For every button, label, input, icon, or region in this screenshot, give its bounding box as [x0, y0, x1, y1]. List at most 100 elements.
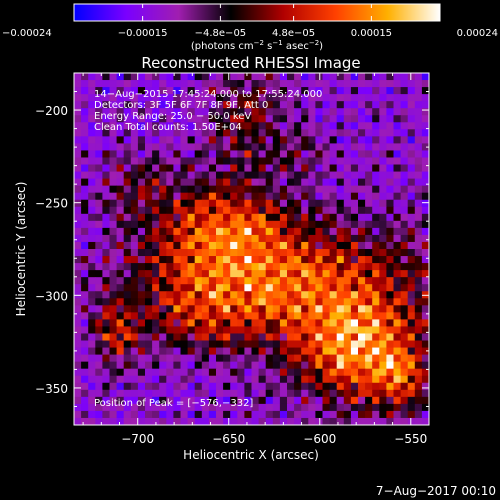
heatmap-cell [152, 87, 160, 95]
heatmap-cell [159, 171, 167, 179]
heatmap-cell [287, 298, 295, 306]
heatmap-cell [123, 389, 132, 398]
heatmap-cell [81, 185, 89, 194]
heatmap-cell [145, 122, 153, 130]
heatmap-cell [88, 305, 96, 313]
heatmap-cell [372, 213, 380, 222]
heatmap-cell [251, 354, 259, 363]
heatmap-cell [173, 291, 181, 299]
heatmap-cell [272, 213, 281, 222]
heatmap-cell [393, 256, 401, 264]
heatmap-cell [166, 115, 174, 123]
heatmap-cell [194, 340, 203, 348]
heatmap-cell [251, 249, 259, 257]
heatmap-cell [137, 136, 146, 144]
heatmap-cell [322, 122, 330, 130]
heatmap-cell [123, 164, 132, 172]
heatmap-cell [230, 403, 238, 412]
heatmap-cell [194, 389, 203, 398]
heatmap-cell [194, 256, 203, 264]
heatmap-cell [287, 143, 295, 151]
heatmap-cell [308, 284, 316, 292]
heatmap-cell [279, 382, 288, 391]
heatmap-cell [308, 319, 316, 327]
colorbar-tick-label: 0.00024 [457, 28, 498, 39]
heatmap-cell [95, 382, 103, 391]
heatmap-cell [88, 199, 96, 208]
heatmap-cell [187, 312, 196, 320]
heatmap-cell [145, 284, 153, 292]
heatmap-cell [95, 403, 103, 412]
heatmap-cell [308, 368, 316, 377]
heatmap-cell [95, 164, 103, 172]
heatmap-cell [180, 375, 188, 384]
heatmap-cell [258, 108, 267, 116]
heatmap-cell [123, 319, 132, 327]
heatmap-cell [265, 291, 274, 299]
heatmap-cell [329, 312, 338, 320]
heatmap-cell [358, 115, 366, 123]
heatmap-cell [279, 136, 288, 144]
heatmap-cell [152, 234, 160, 243]
heatmap-cell [180, 389, 188, 398]
heatmap-cell [216, 199, 224, 208]
heatmap-cell [230, 136, 238, 144]
heatmap-cell [414, 284, 423, 292]
heatmap-cell [166, 396, 174, 405]
heatmap-cell [237, 417, 245, 425]
heatmap-cell [237, 185, 245, 194]
heatmap-cell [251, 199, 259, 208]
heatmap-cell [208, 108, 217, 116]
heatmap-cell [95, 361, 103, 370]
heatmap-cell [145, 382, 153, 391]
heatmap-cell [336, 312, 345, 320]
heatmap-cell [315, 80, 323, 88]
heatmap-cell [315, 305, 323, 313]
heatmap-cell [208, 150, 217, 158]
heatmap-cell [95, 241, 103, 250]
heatmap-cell [258, 263, 267, 271]
heatmap-cell [244, 375, 252, 384]
heatmap-cell [208, 270, 217, 278]
heatmap-cell [116, 298, 125, 306]
heatmap-cell [123, 417, 132, 425]
heatmap-cell [237, 368, 245, 377]
heatmap-cell [145, 108, 153, 116]
heatmap-cell [81, 417, 89, 425]
heatmap-cell [244, 291, 252, 299]
heatmap-cell [208, 227, 217, 236]
heatmap-cell [109, 326, 117, 334]
heatmap-cell [294, 361, 302, 370]
heatmap-cell [223, 115, 231, 123]
heatmap-cell [208, 115, 217, 123]
heatmap-cell [365, 340, 373, 348]
heatmap-cell [421, 410, 429, 419]
heatmap-cell [237, 403, 245, 412]
heatmap-cell [230, 305, 238, 313]
heatmap-cell [322, 347, 330, 355]
heatmap-cell [230, 333, 238, 341]
heatmap-cell [201, 256, 210, 264]
heatmap-cell [414, 382, 423, 391]
heatmap-cell [95, 115, 103, 123]
heatmap-cell [109, 298, 117, 306]
heatmap-cell [407, 136, 416, 144]
heatmap-cell [315, 108, 323, 116]
heatmap-cell [130, 305, 139, 313]
heatmap-cell [265, 305, 274, 313]
heatmap-cell [109, 333, 117, 341]
heatmap-cell [379, 263, 387, 271]
heatmap-cell [365, 150, 373, 158]
heatmap-cell [358, 389, 366, 398]
heatmap-cell [379, 361, 387, 370]
heatmap-cell [102, 220, 110, 229]
heatmap-cell [208, 143, 217, 151]
heatmap-cell [336, 340, 345, 348]
heatmap-cell [358, 157, 366, 165]
heatmap-cell [152, 171, 160, 179]
heatmap-cell [414, 298, 423, 306]
heatmap-cell [421, 298, 429, 306]
heatmap-cell [74, 263, 82, 271]
heatmap-cell [223, 122, 231, 130]
